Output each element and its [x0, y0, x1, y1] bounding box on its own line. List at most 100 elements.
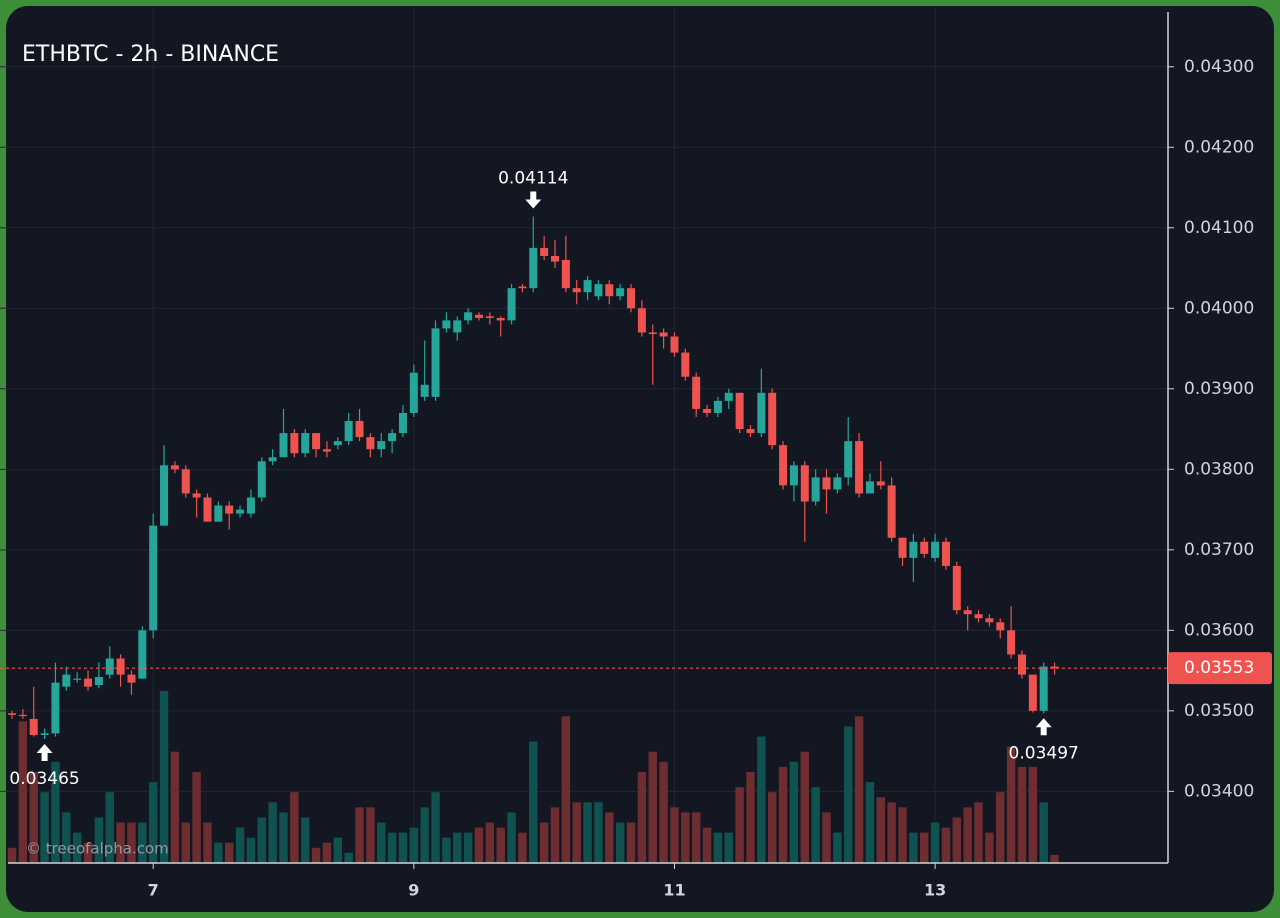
candle-body	[496, 317, 505, 321]
volume-bar	[670, 807, 679, 863]
candle-body	[507, 288, 516, 321]
candle-body	[996, 622, 1005, 631]
candle-body	[225, 505, 234, 514]
volume-bar	[398, 832, 408, 863]
volume-bar	[746, 771, 755, 863]
volume-bar	[40, 792, 49, 863]
volume-bar	[420, 807, 429, 863]
volume-bar	[996, 792, 1005, 863]
volume-bar	[648, 751, 657, 863]
candle-body	[963, 610, 972, 615]
candle-body	[181, 469, 190, 494]
y-tick-label: 0.03600	[1184, 620, 1254, 640]
volume-bar	[898, 807, 907, 863]
candle-body	[822, 477, 831, 490]
candle-body	[724, 392, 733, 401]
volume-bar	[7, 847, 17, 863]
volume-bar	[387, 832, 397, 863]
volume-bar	[572, 802, 581, 863]
candle-body	[1039, 666, 1048, 711]
marker-arrow	[525, 191, 542, 209]
volume-bar	[192, 771, 201, 863]
candle-body	[105, 658, 114, 675]
volume-bar	[941, 827, 951, 863]
last-price-box	[1168, 652, 1272, 685]
volume-bar	[181, 822, 190, 863]
volume-bar	[876, 797, 885, 863]
volume-bar	[496, 827, 505, 863]
x-tick-label: 13	[924, 881, 946, 900]
candle-body	[116, 658, 125, 675]
volume-bar	[138, 822, 147, 863]
volume-bar	[887, 802, 896, 863]
candle-body	[811, 477, 820, 502]
candle-body	[149, 525, 158, 631]
marker-arrow	[1035, 718, 1052, 736]
candle-body	[876, 481, 885, 486]
marker-arrow	[36, 744, 53, 762]
candle-body	[18, 714, 27, 717]
volume-bar	[594, 802, 603, 863]
volume-bar	[235, 827, 245, 863]
volume-bar	[1028, 766, 1038, 863]
candle-body	[572, 288, 581, 293]
volume-bar	[485, 822, 495, 863]
volume-bar	[605, 812, 614, 863]
candle-body	[409, 372, 418, 413]
candle-body	[474, 314, 483, 318]
volume-bar	[94, 817, 104, 863]
candle-body	[713, 400, 722, 413]
candle-body	[779, 445, 788, 486]
last-price-label: 0.03553	[1184, 658, 1254, 678]
x-tick-label: 7	[148, 881, 159, 900]
candle-body	[366, 437, 375, 450]
volume-bar	[1006, 746, 1016, 863]
candle-body	[160, 465, 169, 526]
candle-body	[464, 312, 473, 321]
candle-body	[746, 429, 755, 434]
y-tick-label: 0.03500	[1184, 701, 1254, 721]
volume-bar	[529, 741, 538, 863]
candle-body	[974, 614, 983, 619]
y-tick-label: 0.04300	[1184, 57, 1254, 77]
watermark: © treeofalpha.com	[26, 840, 169, 858]
candle-body	[431, 328, 440, 397]
candle-body	[540, 247, 549, 256]
volume-bar	[930, 822, 940, 863]
volume-bar	[333, 837, 342, 863]
volume-bar	[550, 807, 560, 863]
volume-bar	[29, 771, 38, 863]
candle-body	[127, 674, 136, 683]
volume-bar	[257, 817, 266, 863]
candle-body	[203, 497, 212, 522]
candle-body	[51, 682, 60, 734]
candle-body	[594, 284, 603, 297]
x-tick-label: 9	[408, 881, 419, 900]
volume-bar	[442, 837, 451, 863]
y-tick-label: 0.04000	[1184, 298, 1254, 318]
volume-bar	[691, 812, 701, 863]
volume-bar	[681, 812, 690, 863]
volume-bar	[203, 822, 212, 863]
volume-bar	[713, 832, 723, 863]
candle-body	[268, 457, 277, 462]
volume-bar	[377, 822, 386, 863]
candle-body	[257, 461, 266, 498]
volume-bar	[1050, 854, 1059, 863]
candle-body	[442, 320, 451, 329]
y-tick-label: 0.03800	[1184, 459, 1254, 479]
volume-bar	[225, 842, 234, 863]
volume-bar	[789, 761, 799, 863]
volume-bar	[659, 761, 668, 863]
candle-body	[887, 485, 896, 538]
candle-body	[898, 537, 907, 558]
volume-bar	[844, 726, 853, 863]
candle-body	[941, 541, 950, 566]
volume-bar	[366, 807, 375, 863]
volume-bar	[72, 832, 82, 863]
candle-body	[170, 465, 179, 470]
volume-bar	[615, 822, 625, 863]
volume-bar	[854, 716, 864, 863]
candle-body	[844, 441, 853, 478]
